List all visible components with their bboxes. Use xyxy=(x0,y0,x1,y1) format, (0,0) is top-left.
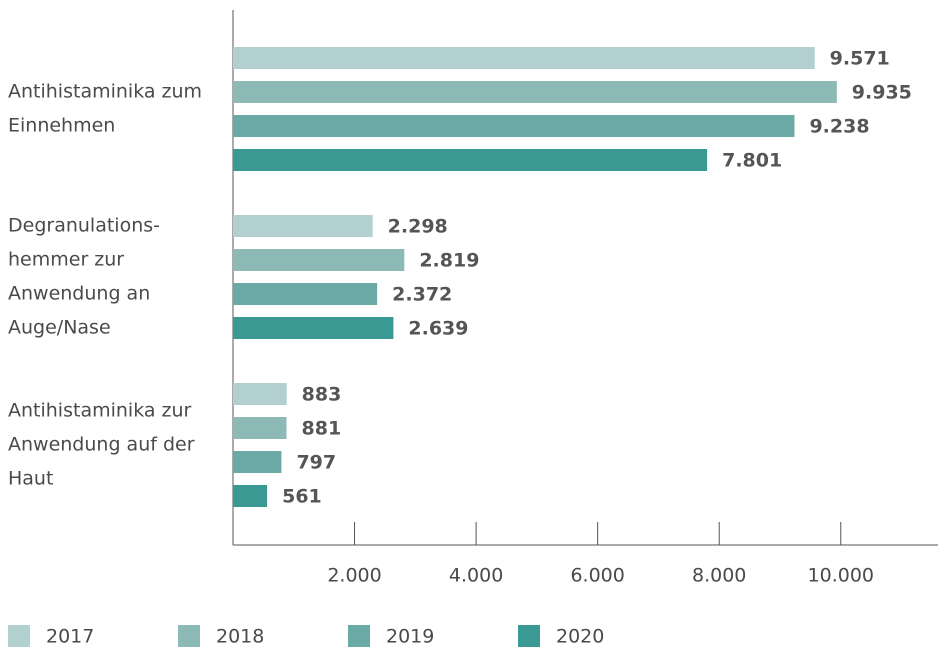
value-label: 2.639 xyxy=(408,318,468,340)
value-label: 797 xyxy=(296,452,336,474)
category-label: Auge/Nase xyxy=(8,317,111,339)
bar xyxy=(233,485,268,507)
value-label: 9.238 xyxy=(809,116,869,138)
category-label: Antihistaminika zur xyxy=(8,400,192,422)
bar xyxy=(233,215,373,237)
x-tick-label: 6.000 xyxy=(570,565,624,587)
bar xyxy=(233,451,282,473)
bar xyxy=(233,47,815,69)
category-label: Einnehmen xyxy=(8,115,115,137)
category-label: Degranulations- xyxy=(8,215,160,237)
legend-label: 2019 xyxy=(386,626,434,648)
category-label: Anwendung an xyxy=(8,283,150,305)
x-tick-label: 4.000 xyxy=(449,565,503,587)
value-label: 561 xyxy=(282,486,322,508)
value-label: 2.298 xyxy=(388,216,448,238)
bar xyxy=(233,417,287,439)
bar xyxy=(233,283,378,305)
value-label: 2.372 xyxy=(392,284,452,306)
bar xyxy=(233,149,708,171)
category-label: Antihistaminika zum xyxy=(8,81,202,103)
category-label: hemmer zur xyxy=(8,249,124,271)
legend-swatch xyxy=(178,625,200,647)
legend-label: 2020 xyxy=(556,626,604,648)
x-tick-label: 2.000 xyxy=(327,565,381,587)
legend-swatch xyxy=(518,625,540,647)
legend-label: 2017 xyxy=(46,626,94,648)
bar xyxy=(233,81,837,103)
legend-swatch xyxy=(348,625,370,647)
value-label: 7.801 xyxy=(722,150,782,172)
legend-swatch xyxy=(8,625,30,647)
bar xyxy=(233,115,795,137)
x-tick-label: 8.000 xyxy=(692,565,746,587)
category-label: Anwendung auf der xyxy=(8,434,195,456)
value-label: 883 xyxy=(302,384,342,406)
value-label: 2.819 xyxy=(419,250,479,272)
bar xyxy=(233,317,394,339)
value-label: 881 xyxy=(302,418,342,440)
bar xyxy=(233,249,405,271)
value-label: 9.935 xyxy=(852,82,912,104)
category-label: Haut xyxy=(8,468,53,490)
x-tick-label: 10.000 xyxy=(808,565,874,587)
value-label: 9.571 xyxy=(830,48,890,70)
legend-label: 2018 xyxy=(216,626,264,648)
bar xyxy=(233,383,287,405)
